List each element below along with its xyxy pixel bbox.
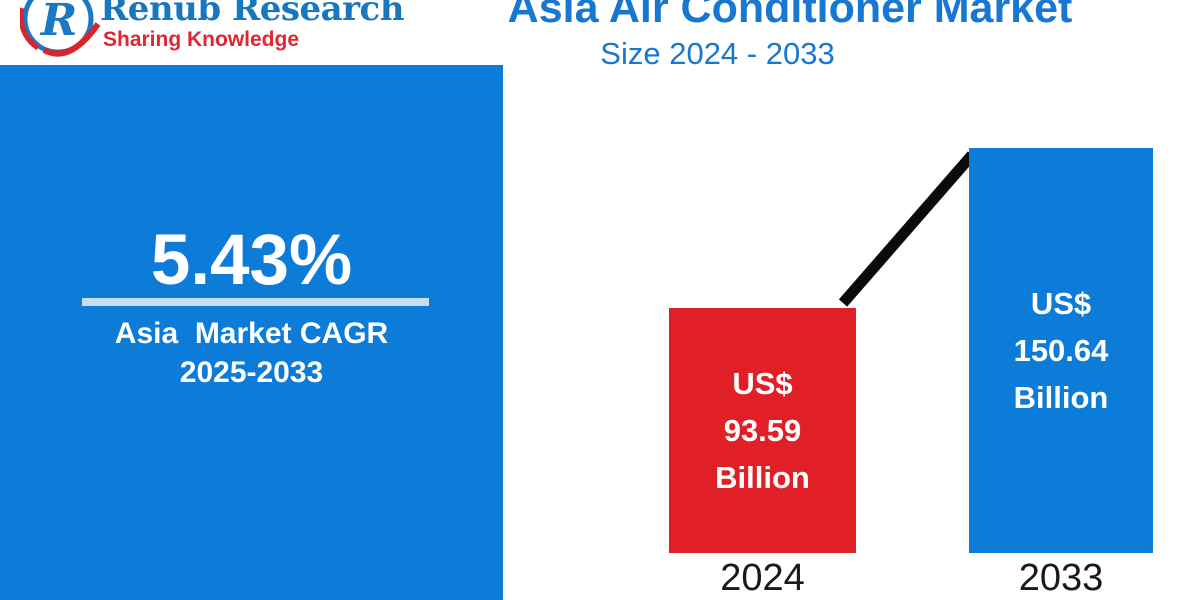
bar-2024-value-unit: Billion bbox=[715, 460, 810, 495]
bar-2024: US$ 93.59 Billion bbox=[669, 308, 856, 553]
bar-2033-value-amount: 150.64 bbox=[1013, 333, 1109, 368]
brand-logo-letter: R bbox=[39, 0, 78, 46]
axis-label-2024: 2024 bbox=[720, 557, 805, 599]
bar-2024-value-amount: 93.59 bbox=[723, 413, 802, 448]
cagr-divider bbox=[82, 298, 429, 306]
brand-logo-icon: R bbox=[20, 0, 100, 57]
page-title: Asia Air Conditioner Market bbox=[507, 0, 1073, 32]
bar-2024-value-currency: US$ bbox=[732, 366, 793, 401]
bar-2033: US$ 150.64 Billion bbox=[969, 148, 1153, 553]
cagr-label-line1: Asia Market CAGR bbox=[114, 317, 389, 350]
axis-label-2033: 2033 bbox=[1018, 557, 1104, 599]
cagr-label-line2: 2025-2033 bbox=[179, 356, 324, 389]
brand-name: Renub Research bbox=[100, 0, 404, 29]
bar-2033-value-currency: US$ bbox=[1030, 286, 1092, 321]
brand-tagline: Sharing Knowledge bbox=[103, 28, 300, 51]
cagr-panel: 5.43% Asia Market CAGR 2025-2033 bbox=[0, 65, 503, 600]
page-subtitle: Size 2024 - 2033 bbox=[600, 36, 835, 71]
trend-line-icon bbox=[838, 151, 977, 307]
cagr-value: 5.43% bbox=[150, 221, 353, 300]
bar-2033-value-unit: Billion bbox=[1013, 380, 1109, 415]
